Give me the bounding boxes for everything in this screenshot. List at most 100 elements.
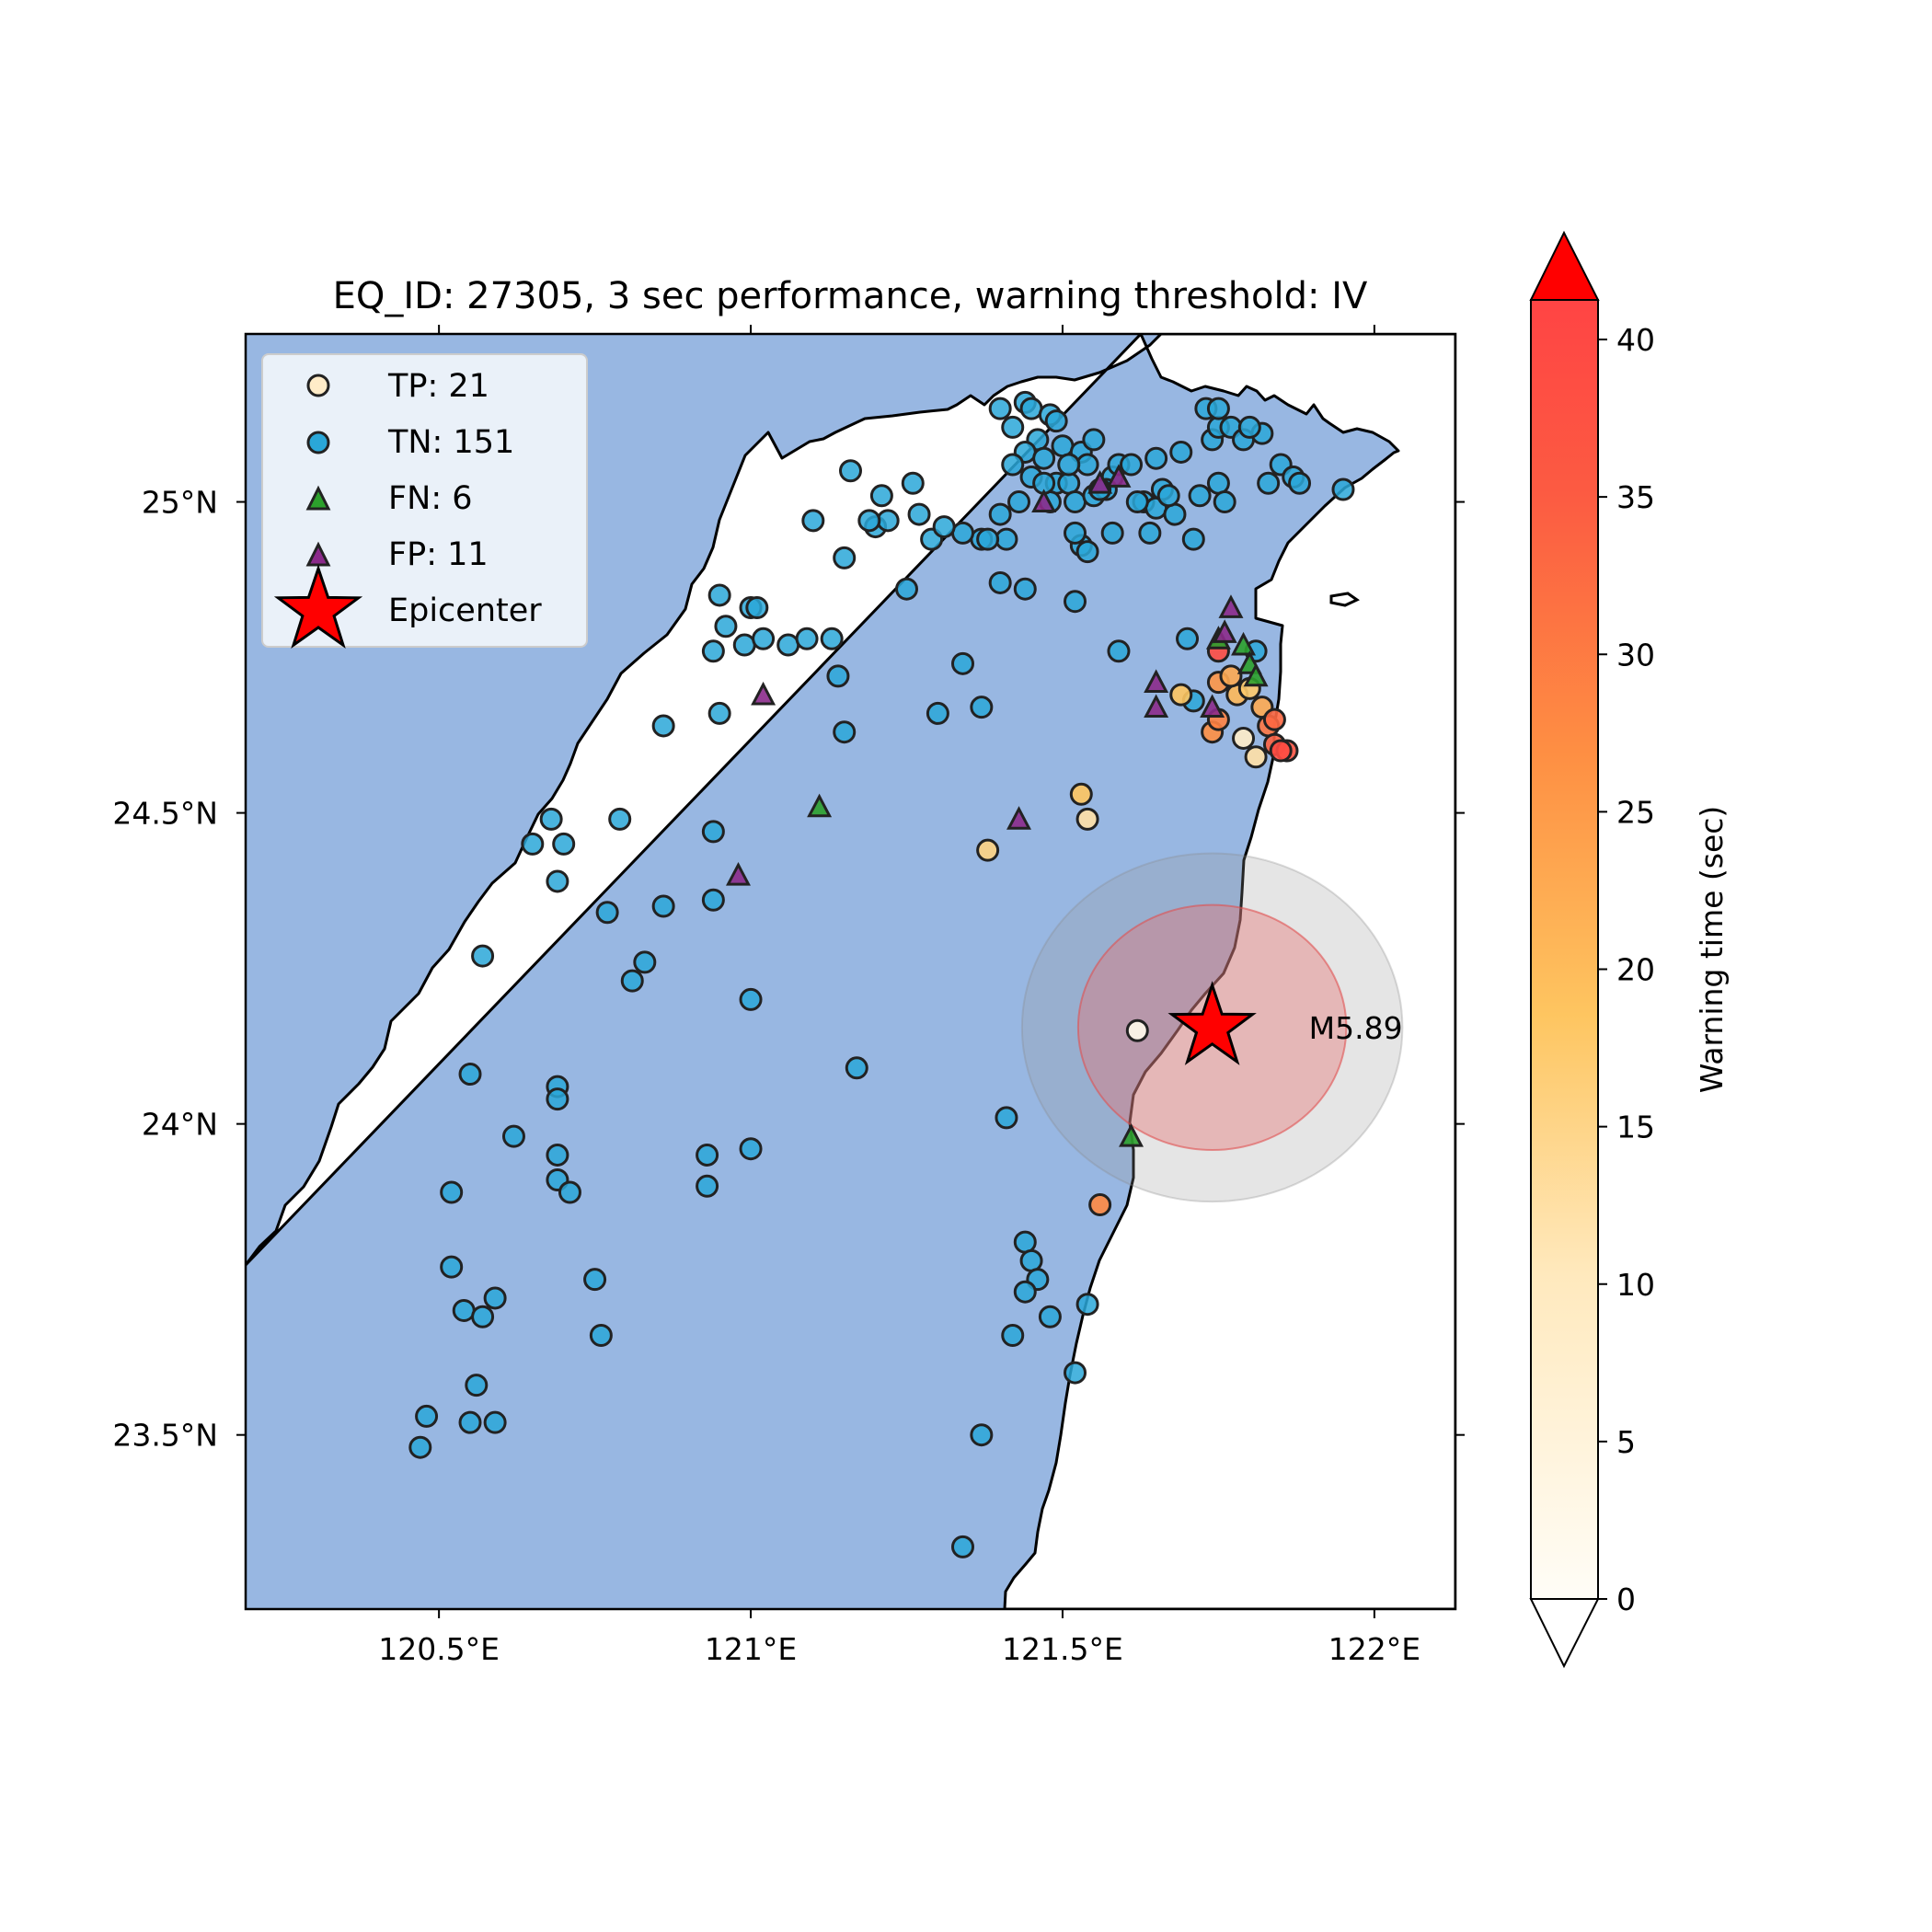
tn-station-marker — [1013, 1280, 1037, 1304]
tn-station-marker — [1019, 397, 1043, 420]
colorbar-gradient — [1530, 299, 1599, 1600]
y-tick-label: 25°N — [142, 485, 218, 521]
fp-station-marker — [1218, 594, 1244, 618]
x-tick-label: 121°E — [705, 1631, 797, 1667]
tn-station-marker — [752, 627, 776, 650]
tn-station-marker — [1206, 471, 1230, 495]
tn-station-marker — [471, 1305, 495, 1328]
fp-station-marker — [726, 861, 751, 886]
colorbar-tick-label: 20 — [1616, 952, 1655, 988]
tn-station-marker — [995, 527, 1018, 551]
tn-station-marker — [1075, 1293, 1099, 1317]
tn-station-marker — [1169, 440, 1193, 464]
tn-station-marker — [995, 1106, 1018, 1130]
tn-station-marker — [521, 832, 545, 856]
tp-station-marker — [1269, 739, 1293, 763]
tn-station-marker — [589, 1324, 613, 1348]
tn-station-marker — [1051, 434, 1075, 458]
tn-station-marker — [1125, 490, 1149, 514]
tn-station-marker — [820, 627, 844, 650]
colorbar-tick-label: 35 — [1616, 479, 1655, 515]
tn-station-marker — [1107, 639, 1131, 663]
tn-station-marker — [707, 701, 731, 725]
x-tick-label: 120.5°E — [378, 1631, 500, 1667]
tn-station-marker — [1013, 577, 1037, 601]
y-axis: 23.5°N 24°N 24.5°N 25°N — [112, 485, 1465, 1454]
tn-station-marker — [1138, 521, 1162, 545]
colorbar-label: Warning time (sec) — [1694, 806, 1730, 1094]
epicenter-star-marker — [1167, 981, 1257, 1065]
tn-station-marker — [1064, 590, 1087, 614]
fn-station-marker — [807, 793, 833, 818]
tn-station-marker — [483, 1286, 507, 1310]
fp-station-marker — [1031, 489, 1057, 512]
tn-station-marker — [1038, 1305, 1062, 1328]
tn-station-marker — [483, 1410, 507, 1434]
y-tick-label: 24.5°N — [112, 796, 218, 832]
tp-station-marker — [1244, 745, 1268, 769]
tn-station-marker — [1044, 409, 1068, 433]
tn-station-marker — [1057, 471, 1081, 495]
tn-station-marker — [732, 633, 756, 657]
colorbar: 0 5 10 15 20 25 30 35 40 Warning time (sec) — [1529, 230, 1730, 1669]
tn-station-marker — [1156, 484, 1180, 508]
island — [1329, 592, 1360, 607]
tn-station-marker — [826, 664, 850, 688]
tn-station-marker — [1176, 627, 1200, 650]
fn-station-marker — [1119, 1122, 1144, 1147]
tn-station-marker — [408, 1435, 432, 1459]
y-tick-label: 23.5°N — [112, 1418, 218, 1454]
map-area: M5.89 — [246, 334, 1455, 1609]
tn-station-marker — [1163, 502, 1187, 526]
tn-station-marker — [546, 869, 569, 893]
legend-label-tn: TN: 151 — [387, 424, 514, 461]
tn-station-marker — [440, 1255, 464, 1279]
tp-station-marker — [1125, 1018, 1149, 1042]
tn-station-marker — [458, 1410, 482, 1434]
tn-station-marker — [1206, 397, 1230, 420]
legend-label-tp: TP: 21 — [387, 368, 489, 405]
tn-station-marker — [839, 459, 862, 483]
colorbar-tick-label: 10 — [1616, 1267, 1655, 1303]
colorbar-extend-min — [1529, 1598, 1600, 1669]
tn-station-marker — [932, 515, 956, 539]
tp-station-marker — [1088, 1193, 1112, 1217]
tn-station-marker — [795, 627, 819, 650]
tp-station-marker — [1262, 707, 1286, 731]
tp-station-marker — [1219, 664, 1243, 688]
tn-station-marker — [1064, 490, 1087, 514]
tp-station-marker — [1069, 782, 1093, 806]
tn-station-marker — [976, 527, 1000, 551]
magnitude-label: M5.89 — [1309, 1010, 1403, 1046]
x-axis: 120.5°E 121°E 121.5°E 122°E — [378, 325, 1420, 1667]
legend-label-fn: FN: 6 — [388, 480, 473, 517]
plot-frame — [244, 332, 1457, 1611]
tn-station-marker — [1019, 1248, 1043, 1272]
tn-station-marker — [988, 570, 1012, 594]
tn-station-marker — [701, 639, 725, 663]
tn-station-marker — [608, 807, 632, 831]
tn-station-marker — [546, 1087, 569, 1111]
tn-station-marker — [801, 509, 825, 533]
tn-station-marker — [1181, 527, 1205, 551]
tn-station-marker — [970, 696, 994, 719]
legend: TP: 21 TN: 151 FN: 6 FP: 11 Epicenter — [261, 353, 588, 650]
tn-station-marker — [951, 1535, 975, 1558]
tn-station-marker — [546, 1143, 569, 1167]
tn-station-marker — [1082, 428, 1106, 452]
tn-station-marker — [1188, 484, 1212, 508]
tn-station-marker — [583, 1268, 607, 1292]
tn-station-marker — [651, 894, 675, 918]
tn-station-marker — [1001, 1324, 1025, 1348]
tn-station-marker — [745, 595, 769, 619]
tn-station-marker — [701, 820, 725, 844]
fn-stations — [807, 626, 1269, 1147]
tn-station-marker — [452, 1298, 476, 1322]
fp-station-marker — [1200, 694, 1225, 719]
tn-station-marker — [951, 521, 975, 545]
tn-station-marker — [1075, 540, 1099, 564]
tn-station-marker — [1064, 521, 1087, 545]
y-tick-label: 24°N — [142, 1107, 218, 1143]
colorbar-tick-label: 25 — [1616, 794, 1655, 830]
